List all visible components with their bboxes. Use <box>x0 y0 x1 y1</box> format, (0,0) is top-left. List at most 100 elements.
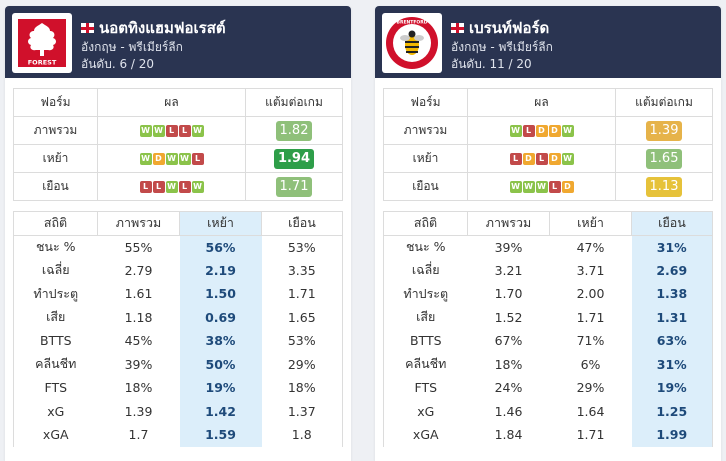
team-header: FOREST นอตทิงแฮมฟอเรสต์ อังกฤษ - พรีเมีย… <box>5 6 351 78</box>
stats-row: FTS 18% 19% 18% <box>13 376 343 400</box>
result-pill[interactable]: L <box>509 153 522 165</box>
stat-label: ทำประตู <box>13 282 98 306</box>
result-pill[interactable]: W <box>191 181 204 193</box>
team-name[interactable]: นอตทิงแฮมฟอเรสต์ <box>81 16 226 40</box>
stat-value: 24% <box>494 380 523 396</box>
england-flag-icon <box>451 23 464 33</box>
stat-value: 39% <box>124 356 153 372</box>
stat-value: 1.37 <box>261 399 343 423</box>
stat-value: 1.7 <box>128 427 149 443</box>
result-pill[interactable]: D <box>522 153 535 165</box>
stats-row: ชนะ % 55% 56% 53% <box>13 235 343 259</box>
result-pill[interactable]: L <box>139 181 152 193</box>
team-name[interactable]: เบรนท์ฟอร์ด <box>451 16 549 40</box>
league-name[interactable]: อังกฤษ - พรีเมียร์ลีก <box>81 40 183 54</box>
result-pill[interactable]: D <box>561 181 574 193</box>
stats-row: คลีนชีท 39% 50% 29% <box>13 352 343 376</box>
result-pill[interactable]: W <box>139 125 152 137</box>
form-row-label: ภาพรวม <box>383 116 468 145</box>
ppg-badge: 1.71 <box>275 176 313 197</box>
stat-value: 71% <box>576 333 605 349</box>
result-pill[interactable]: D <box>152 153 165 165</box>
stat-value: 1.99 <box>631 423 713 447</box>
result-pill[interactable]: W <box>509 125 522 137</box>
stats-header: ภาพรวม <box>467 211 550 236</box>
result-pill[interactable]: W <box>165 153 178 165</box>
result-pill[interactable]: W <box>178 153 191 165</box>
stat-value: 19% <box>179 376 262 400</box>
result-pill[interactable]: W <box>561 153 574 165</box>
form-row: เยือน W W W L D 1.13 <box>383 172 713 201</box>
stats-row: BTTS 67% 71% 63% <box>383 329 713 353</box>
result-pill[interactable]: L <box>191 153 204 165</box>
stat-value: 2.19 <box>179 258 262 282</box>
stat-value: 1.65 <box>261 305 343 329</box>
result-pill[interactable]: W <box>152 125 165 137</box>
result-pill[interactable]: W <box>139 153 152 165</box>
stat-label: คลีนชีท <box>383 352 468 376</box>
result-pill[interactable]: D <box>548 153 561 165</box>
result-pill[interactable]: L <box>178 125 191 137</box>
stats-header: สถิติ <box>13 211 98 236</box>
ppg-badge: 1.94 <box>273 148 315 169</box>
result-pill[interactable]: D <box>535 125 548 137</box>
stat-value: 1.46 <box>494 403 523 419</box>
result-pill[interactable]: W <box>561 125 574 137</box>
result-pill[interactable]: D <box>548 125 561 137</box>
stat-value: 1.71 <box>261 282 343 306</box>
result-pill[interactable]: W <box>509 181 522 193</box>
stat-value: 2.69 <box>631 258 713 282</box>
svg-text:FOREST: FOREST <box>28 59 57 67</box>
stat-value: 1.84 <box>494 427 523 443</box>
result-pill[interactable]: W <box>165 181 178 193</box>
result-pill[interactable]: L <box>535 153 548 165</box>
team-header: BRENTFORD เบรนท์ฟอร์ด อังกฤษ - พรีเมียร์… <box>375 6 721 78</box>
form-row-label: ภาพรวม <box>13 116 98 145</box>
stat-value: 50% <box>179 352 262 376</box>
team-logo[interactable]: FOREST <box>12 13 72 73</box>
stat-value: 6% <box>580 356 601 372</box>
stat-label: คลีนชีท <box>13 352 98 376</box>
ppg-badge: 1.13 <box>645 176 683 197</box>
stats-header: เยือน <box>261 211 343 236</box>
result-pill[interactable]: L <box>522 125 535 137</box>
result-pill[interactable]: L <box>165 125 178 137</box>
stats-table: สถิติ ภาพรวม เหย้า เยือน ชนะ % 55% 56% 53% … <box>13 211 343 447</box>
result-pill[interactable]: W <box>522 181 535 193</box>
result-pill[interactable]: L <box>152 181 165 193</box>
stat-value: 31% <box>631 352 713 376</box>
team-logo[interactable]: BRENTFORD <box>382 13 442 73</box>
result-pill[interactable]: L <box>548 181 561 193</box>
stat-label: เฉลี่ย <box>13 258 98 282</box>
league-name[interactable]: อังกฤษ - พรีเมียร์ลีก <box>451 40 553 54</box>
stat-value: 39% <box>494 239 523 255</box>
stat-value: 18% <box>261 376 343 400</box>
form-row: เยือน L L W L W 1.71 <box>13 172 343 201</box>
form-table: ฟอร์ม ผล แต้มต่อเกม ภาพรวม W W L L W 1.8… <box>13 88 343 201</box>
ppg-badge: 1.39 <box>645 120 683 141</box>
form-row-label: เยือน <box>13 172 98 201</box>
stat-label: เสีย <box>13 305 98 329</box>
team-card-home: FOREST นอตทิงแฮมฟอเรสต์ อังกฤษ - พรีเมีย… <box>5 6 351 461</box>
stat-value: 55% <box>124 239 153 255</box>
result-pill[interactable]: W <box>535 181 548 193</box>
stats-table: สถิติ ภาพรวม เหย้า เยือน ชนะ % 39% 47% 31% … <box>383 211 713 447</box>
forest-logo-icon: FOREST <box>18 19 66 67</box>
stats-row: xG 1.39 1.42 1.37 <box>13 399 343 423</box>
stat-value: 3.21 <box>494 262 523 278</box>
stats-row: เสีย 1.52 1.71 1.31 <box>383 305 713 329</box>
stats-row: xGA 1.84 1.71 1.99 <box>383 423 713 447</box>
stat-value: 1.39 <box>124 403 153 419</box>
league-rank: อันดับ. 11 / 20 <box>451 57 532 71</box>
result-pill[interactable]: W <box>191 125 204 137</box>
stat-label: BTTS <box>13 329 98 353</box>
stat-value: 3.35 <box>261 258 343 282</box>
form-header-results: ผล <box>467 88 616 117</box>
stats-row: FTS 24% 29% 19% <box>383 376 713 400</box>
svg-text:BRENTFORD: BRENTFORD <box>397 20 428 26</box>
stat-label: เฉลี่ย <box>383 258 468 282</box>
stat-value: 45% <box>124 333 153 349</box>
stat-value: 3.71 <box>576 262 605 278</box>
stat-label: xG <box>13 399 98 423</box>
result-pill[interactable]: L <box>178 181 191 193</box>
